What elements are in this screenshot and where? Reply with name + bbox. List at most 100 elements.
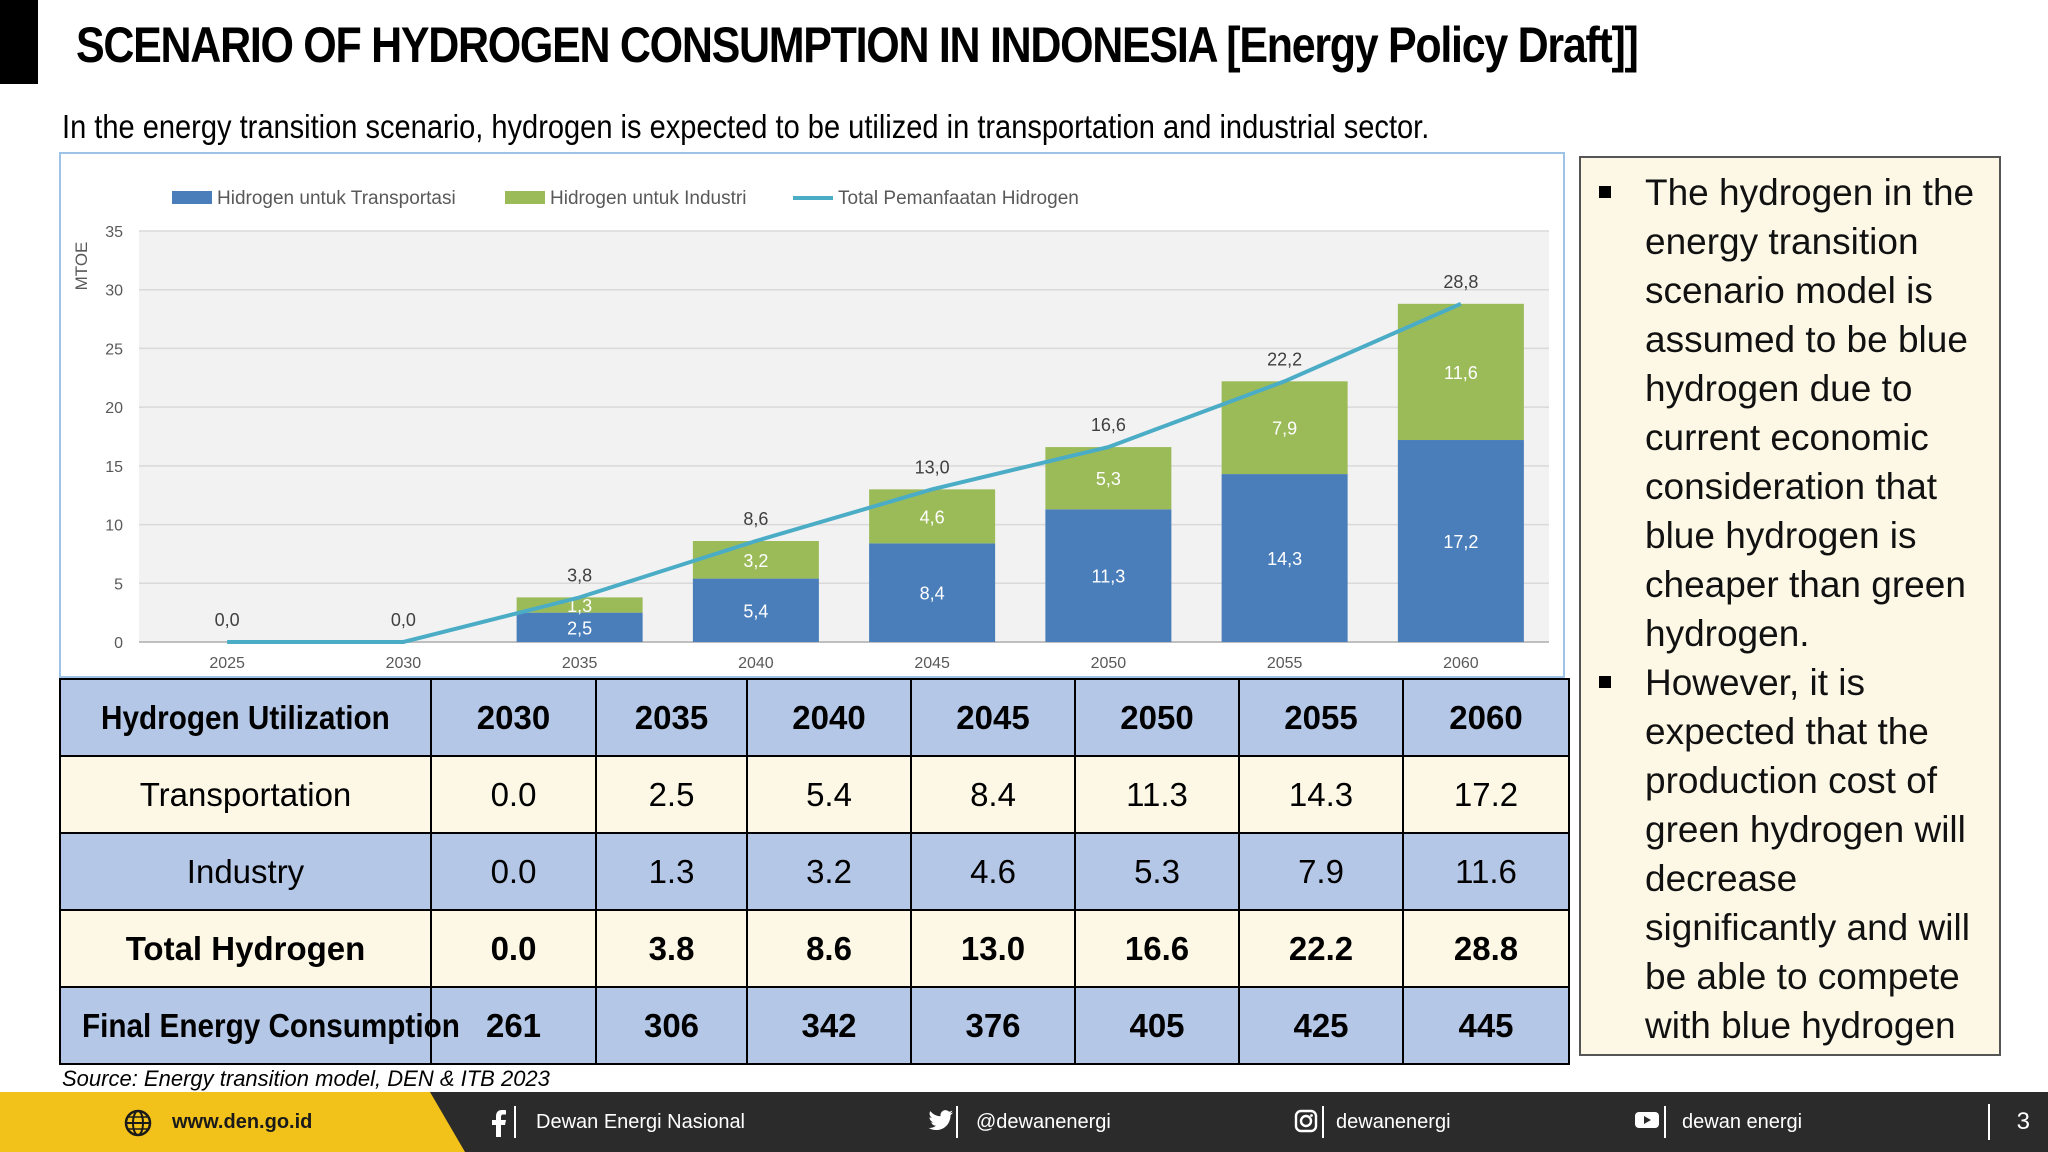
footer-divider bbox=[1322, 1106, 1324, 1138]
table-cell: 5.4 bbox=[746, 755, 912, 834]
y-tick-label: 35 bbox=[105, 224, 123, 241]
youtube-icon bbox=[1635, 1112, 1659, 1128]
legend-swatch-industri bbox=[505, 191, 545, 204]
total-data-label: 0,0 bbox=[391, 610, 416, 630]
bar-label-industri: 4,6 bbox=[920, 507, 945, 527]
note-text: The hydrogen in the energy transition sc… bbox=[1645, 172, 1975, 654]
total-data-label: 13,0 bbox=[915, 457, 950, 477]
y-tick-label: 30 bbox=[105, 283, 123, 300]
row-label: Industry bbox=[59, 832, 432, 911]
table-header-cell: Hydrogen Utilization bbox=[59, 678, 432, 757]
table-header-cell: 2040 bbox=[746, 678, 912, 757]
table-cell: 2.5 bbox=[595, 755, 748, 834]
table-header-cell: 2035 bbox=[595, 678, 748, 757]
row-label: Transportation bbox=[59, 755, 432, 834]
bar-industri bbox=[1397, 303, 1524, 441]
table-cell: 17.2 bbox=[1402, 755, 1570, 834]
bar-transportasi bbox=[692, 578, 819, 642]
table-cell: 3.8 bbox=[595, 909, 748, 988]
table-row-final-energy: Final Energy Consumption 261 306 342 376… bbox=[59, 986, 1570, 1065]
bar-transportasi bbox=[1045, 509, 1172, 642]
bar-transportasi bbox=[516, 612, 643, 642]
x-tick-label: 2055 bbox=[1267, 655, 1303, 672]
notes-panel: The hydrogen in the energy transition sc… bbox=[1579, 156, 2001, 1056]
bar-label-industri: 11,6 bbox=[1444, 363, 1478, 383]
total-data-label: 16,6 bbox=[1091, 415, 1126, 435]
y-tick-label: 10 bbox=[105, 518, 123, 535]
table-cell: 4.6 bbox=[910, 832, 1076, 911]
total-data-label: 22,2 bbox=[1267, 349, 1302, 369]
y-tick-label: 0 bbox=[114, 635, 123, 652]
table-cell: 14.3 bbox=[1238, 755, 1404, 834]
globe-icon bbox=[124, 1109, 152, 1137]
table-cell: 7.9 bbox=[1238, 832, 1404, 911]
legend-label-total: Total Pemanfaatan Hidrogen bbox=[838, 188, 1079, 209]
x-tick-label: 2045 bbox=[914, 655, 950, 672]
bar-label-industri: 7,9 bbox=[1272, 419, 1297, 439]
table-cell: 405 bbox=[1074, 986, 1240, 1065]
twitter-link[interactable]: @dewanenergi bbox=[976, 1111, 1111, 1133]
table-cell: 8.4 bbox=[910, 755, 1076, 834]
total-data-label: 0,0 bbox=[215, 610, 240, 630]
row-label: Total Hydrogen bbox=[59, 909, 432, 988]
bar-label-industri: 3,2 bbox=[743, 551, 768, 571]
table-row-industry: Industry 0.0 1.3 3.2 4.6 5.3 7.9 11.6 bbox=[59, 832, 1570, 911]
footer-divider bbox=[1664, 1106, 1666, 1138]
table-cell: 425 bbox=[1238, 986, 1404, 1065]
table-cell: 342 bbox=[746, 986, 912, 1065]
table-cell: 28.8 bbox=[1402, 909, 1570, 988]
bullet-icon bbox=[1599, 186, 1611, 198]
instagram-link[interactable]: dewanenergi bbox=[1336, 1111, 1451, 1133]
bar-transportasi bbox=[1221, 474, 1348, 642]
bar-industri bbox=[516, 597, 643, 613]
bullet-icon bbox=[1599, 676, 1611, 688]
note-text: However, it is expected that the product… bbox=[1645, 662, 1970, 1046]
page-subtitle: In the energy transition scenario, hydro… bbox=[62, 108, 1430, 145]
x-tick-label: 2050 bbox=[1091, 655, 1127, 672]
table-cell: 11.6 bbox=[1402, 832, 1570, 911]
note-item: The hydrogen in the energy transition sc… bbox=[1595, 168, 1985, 658]
facebook-link[interactable]: Dewan Energi Nasional bbox=[536, 1111, 746, 1133]
notes-list: The hydrogen in the energy transition sc… bbox=[1595, 168, 1985, 1050]
bar-label-transportasi: 11,3 bbox=[1092, 567, 1126, 587]
footer-bar: www.den.go.id Dewan Energi Nasional @dew… bbox=[0, 1092, 2048, 1152]
table-row-total-hydrogen: Total Hydrogen 0.0 3.8 8.6 13.0 16.6 22.… bbox=[59, 909, 1570, 988]
y-axis-label: MTOE bbox=[72, 242, 91, 291]
twitter-icon bbox=[928, 1110, 953, 1131]
table-header-cell: 2045 bbox=[910, 678, 1076, 757]
table-cell: 306 bbox=[595, 986, 748, 1065]
table-row-transportation: Transportation 0.0 2.5 5.4 8.4 11.3 14.3… bbox=[59, 755, 1570, 834]
table-cell: 22.2 bbox=[1238, 909, 1404, 988]
bar-label-transportasi: 14,3 bbox=[1267, 549, 1302, 569]
table-header-cell: 2030 bbox=[430, 678, 597, 757]
x-tick-label: 2060 bbox=[1443, 655, 1479, 672]
instagram-icon bbox=[1294, 1109, 1318, 1133]
table-cell: 5.3 bbox=[1074, 832, 1240, 911]
bar-label-transportasi: 8,4 bbox=[920, 584, 945, 604]
total-data-label: 8,6 bbox=[743, 509, 768, 529]
y-tick-label: 20 bbox=[105, 400, 123, 417]
page-title: SCENARIO OF HYDROGEN CONSUMPTION IN INDO… bbox=[76, 17, 1639, 73]
y-tick-label: 15 bbox=[105, 459, 123, 476]
total-data-label: 28,8 bbox=[1443, 272, 1478, 292]
table-header-cell: 2055 bbox=[1238, 678, 1404, 757]
chart-panel: 0 5 10 15 20 25 30 35 MTOE 2025 2030 2,5 1,3 2035 5,4 3… bbox=[59, 152, 1565, 678]
table-header-row: Hydrogen Utilization 2030 2035 2040 2045… bbox=[59, 678, 1570, 757]
bar-label-industri: 5,3 bbox=[1096, 469, 1121, 489]
footer-divider bbox=[514, 1106, 516, 1138]
legend-label-transportasi: Hidrogen untuk Transportasi bbox=[217, 188, 456, 209]
x-tick-label: 2040 bbox=[738, 655, 774, 672]
facebook-icon bbox=[492, 1110, 506, 1137]
table-header-cell: 2050 bbox=[1074, 678, 1240, 757]
source-note: Source: Energy transition model, DEN & I… bbox=[62, 1066, 550, 1091]
website-link[interactable]: www.den.go.id bbox=[172, 1111, 313, 1133]
table-cell: 13.0 bbox=[910, 909, 1076, 988]
legend-label-industri: Hidrogen untuk Industri bbox=[550, 188, 746, 209]
table-header-cell: 2060 bbox=[1402, 678, 1570, 757]
youtube-link[interactable]: dewan energi bbox=[1682, 1111, 1803, 1133]
page-number: 3 bbox=[2016, 1108, 2030, 1135]
table-cell: 8.6 bbox=[746, 909, 912, 988]
accent-bar bbox=[0, 0, 38, 84]
page-divider bbox=[1988, 1104, 1990, 1140]
